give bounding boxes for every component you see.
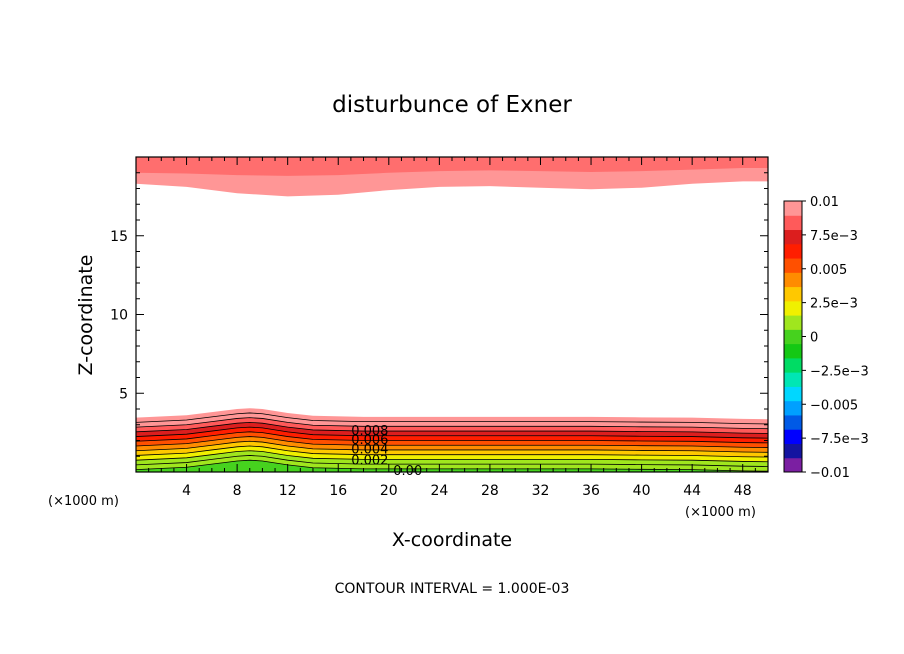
colorbar-tick-label: 0.005 — [810, 263, 847, 278]
colorbar-tick-label: −0.005 — [810, 398, 858, 413]
contour-line — [136, 421, 768, 434]
x-tick-label: 8 — [233, 483, 242, 499]
x-tick-label: 20 — [380, 483, 398, 499]
y-tick-label: 5 — [119, 386, 128, 402]
top-band-dark — [136, 157, 768, 176]
contour-line — [136, 417, 768, 430]
colorbar-swatch — [784, 372, 802, 387]
y-tick-label: 15 — [110, 229, 128, 245]
colorbar-tick-label: 2.5e−3 — [810, 297, 858, 312]
contour-interval-note: CONTOUR INTERVAL = 1.000E-03 — [335, 581, 570, 597]
colorbar-swatch — [784, 272, 802, 288]
colorbar-swatch — [784, 329, 802, 345]
colorbar-swatch — [784, 400, 802, 416]
contour-line — [136, 440, 768, 453]
x-tick-label: 4 — [182, 483, 191, 499]
colorbar-swatch — [784, 457, 802, 473]
contour-line — [136, 450, 768, 463]
contour-line — [136, 436, 768, 448]
colorbar-swatch — [784, 414, 802, 430]
colorbar-swatch — [784, 201, 802, 216]
colorbar-tick-label: −7.5e−3 — [810, 432, 869, 447]
x-axis-unit: (×1000 m) — [685, 505, 756, 520]
x-tick-label: 16 — [329, 483, 347, 499]
x-tick-label: 28 — [481, 483, 499, 499]
colorbar-tick-label: −2.5e−3 — [810, 364, 869, 379]
y-tick-label: 10 — [110, 308, 128, 324]
colorbar-swatch — [784, 429, 802, 444]
contour-line — [136, 412, 768, 425]
colorbar-swatch — [784, 300, 802, 316]
x-tick-label: 12 — [279, 483, 297, 499]
colorbar-swatch — [784, 229, 802, 245]
colorbar-swatch — [784, 258, 802, 273]
contour-label: 0.006 — [351, 433, 388, 448]
colorbar-swatch — [784, 443, 802, 459]
x-tick-label: 44 — [683, 483, 701, 499]
x-tick-label: 32 — [532, 483, 550, 499]
chart-title: disturbunce of Exner — [332, 92, 572, 118]
colorbar-tick-label: 0.01 — [810, 195, 839, 210]
contour-line — [136, 455, 768, 467]
colorbar-swatch — [784, 386, 802, 402]
x-tick-label: 40 — [633, 483, 651, 499]
contour-line — [136, 431, 768, 444]
contour-line — [136, 445, 768, 458]
contour-label: 0.008 — [351, 424, 388, 439]
x-tick-label: 48 — [734, 483, 752, 499]
colorbar-swatch — [784, 315, 802, 330]
colorbar-tick-label: 0 — [810, 331, 818, 346]
x-tick-label: 36 — [582, 483, 600, 499]
contour-line — [136, 426, 768, 439]
colorbar-tick-label: 7.5e−3 — [810, 229, 858, 244]
contour-label: 0.004 — [351, 443, 388, 458]
colorbar-swatch — [784, 243, 802, 259]
x-tick-label: 24 — [430, 483, 448, 499]
contour-label: 0.002 — [351, 454, 388, 469]
contour-fill — [136, 157, 768, 472]
colorbar-swatch — [784, 286, 802, 302]
colorbar-swatch — [784, 215, 802, 231]
y-axis-label: Z-coordinate — [75, 255, 97, 376]
x-axis-label: X-coordinate — [392, 529, 512, 551]
colorbar-swatch — [784, 357, 802, 373]
y-axis-unit: (×1000 m) — [48, 494, 119, 509]
colorbar: 0.01 7.5e−3 0.005 2.5e−3 0 −2.5e−3 −0.005 −7.5e… — [783, 195, 869, 481]
colorbar-swatch — [784, 343, 802, 359]
colorbar-tick-label: −0.01 — [810, 466, 850, 481]
